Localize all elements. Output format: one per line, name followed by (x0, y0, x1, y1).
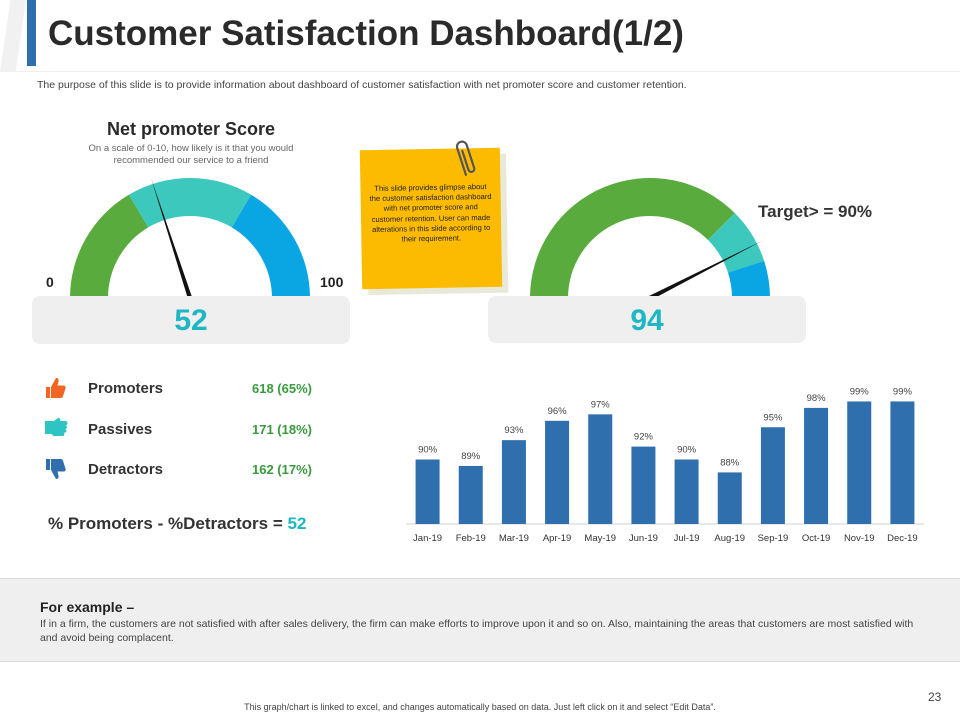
retention-gauge-segment (727, 260, 770, 298)
bar (501, 440, 526, 524)
legend-label: Promoters (88, 380, 164, 397)
title-accent-bar (27, 0, 36, 66)
x-tick-label: Sep-19 (758, 533, 789, 544)
retention-value: 94 (488, 296, 806, 343)
legend-value: 171 (18%) (252, 422, 312, 437)
bar (588, 414, 613, 524)
nps-gauge-chart (70, 178, 310, 299)
bar (804, 407, 829, 524)
legend-label: Passives (88, 421, 153, 438)
nps-gauge-segment (128, 178, 252, 228)
data-label: 90% (677, 445, 697, 456)
data-label: 88% (720, 457, 740, 468)
legend-value: 162 (17%) (252, 462, 312, 477)
bar (760, 427, 785, 524)
x-tick-label: Nov-19 (844, 533, 875, 544)
nps-gauge-needle (151, 178, 193, 299)
retention-gauge-segment (530, 178, 735, 298)
sticky-note-text: This slide provides glimpse about the cu… (369, 182, 492, 244)
legend-label: Detractors (88, 461, 164, 478)
x-tick-label: Mar-19 (499, 533, 529, 544)
title-decoration (0, 0, 26, 72)
thumbs-down-icon (46, 459, 66, 479)
nps-formula: % Promoters - %Detractors = 52 (48, 514, 306, 534)
nps-subtitle: On a scale of 0-10, how likely is it tha… (88, 143, 294, 166)
legend-value: 618 (65%) (252, 381, 312, 396)
bar (458, 465, 483, 524)
page-title: Customer Satisfaction Dashboard(1/2) (48, 14, 684, 53)
bar (631, 446, 656, 524)
title-bar: Customer Satisfaction Dashboard(1/2) (0, 0, 960, 72)
data-label: 89% (461, 451, 481, 462)
bar (890, 401, 915, 524)
retention-gauge-segment (707, 213, 765, 273)
purpose-text: The purpose of this slide is to provide … (37, 79, 687, 91)
data-label: 93% (504, 425, 524, 436)
bar (415, 459, 440, 524)
sticky-note: This slide provides glimpse about the cu… (359, 147, 503, 290)
data-label: 98% (807, 393, 827, 404)
x-tick-label: Jun-19 (629, 533, 658, 544)
bar (545, 420, 570, 524)
nps-gauge-segment (70, 194, 149, 298)
formula-result: 52 (287, 514, 307, 533)
nps-title: Net promoter Score (106, 119, 276, 139)
data-label: 97% (591, 399, 611, 410)
target-label: Target> = 90% (758, 202, 873, 221)
retention-gauge-needle (649, 240, 763, 300)
data-label: 90% (418, 445, 438, 456)
retention-gauge-chart (530, 178, 770, 300)
x-tick-label: Aug-19 (714, 533, 745, 544)
bar (847, 401, 872, 524)
bar (717, 472, 742, 524)
nps-gauge-segment (231, 194, 310, 298)
thumbs-up-icon (46, 378, 66, 398)
thumbs-sideways-icon (45, 418, 68, 436)
x-tick-label: Jul-19 (674, 533, 700, 544)
example-text: If in a firm, the customers are not sati… (40, 618, 914, 644)
footer-note: This graph/chart is linked to excel, and… (244, 702, 716, 712)
data-label: 95% (763, 412, 783, 423)
x-tick-label: Feb-19 (456, 533, 486, 544)
formula-text: % Promoters - %Detractors = (48, 514, 288, 533)
retention-bar-chart: 90% Jan-19 89% Feb-19 93% Mar-19 96% Apr-19 97% M… (406, 386, 924, 544)
x-tick-label: Jan-19 (413, 533, 442, 544)
nps-value: 52 (32, 296, 350, 344)
x-tick-label: Apr-19 (543, 533, 572, 544)
data-label: 96% (548, 406, 568, 417)
x-tick-label: Dec-19 (887, 533, 918, 544)
nps-min-label: 0 (46, 274, 54, 290)
paperclip-icon (455, 140, 476, 176)
x-tick-label: Oct-19 (802, 533, 831, 544)
bar (674, 459, 699, 524)
data-label: 92% (634, 432, 654, 443)
page-number: 23 (928, 690, 942, 704)
example-title: For example – (40, 599, 135, 615)
data-label: 99% (850, 386, 870, 397)
data-label: 99% (893, 386, 913, 397)
example-box: For example – If in a firm, the customer… (0, 578, 960, 662)
x-tick-label: May-19 (584, 533, 616, 544)
nps-max-label: 100 (320, 274, 344, 290)
